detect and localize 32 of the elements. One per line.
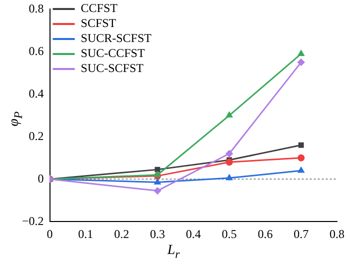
x-tick-label: 0.1 [78,226,94,241]
legend-label: SUC-SCFST [80,61,144,76]
y-tick-label: 0.2 [28,128,44,143]
x-tick-label: 0.4 [186,226,201,241]
y-tick-label: 0.4 [28,86,44,100]
y-tick-label: −0.2 [22,214,44,228]
point [154,187,162,194]
x-tick-label: 0.7 [294,226,309,241]
legend-label: SUC-CCFST [80,46,146,60]
point [226,158,233,166]
point [226,150,233,158]
point [298,142,304,148]
x-tick-label: 0.5 [222,226,237,241]
x-tick-label: 0.8 [330,226,344,241]
point [226,112,232,118]
point [298,58,305,66]
x-tick-label: 0.6 [258,226,273,241]
point [154,166,160,172]
x-axis-title: L$_{r}$ [166,243,181,261]
y-tick-label: 0.6 [28,44,44,58]
legend-label: SCFST [80,16,117,30]
y-tick-label: 0 [38,171,44,186]
point [154,178,161,184]
x-tick-label: 0.3 [150,226,165,241]
point [298,167,304,173]
x-tick-label: 0 [46,226,53,241]
point [298,154,305,162]
x-tick-label: 0.2 [114,226,130,241]
legend-label: CCFST [80,1,118,16]
point [298,50,304,56]
y-tick-label: 0.8 [28,1,44,16]
legend-label: SUCR-SCFST [80,31,152,46]
